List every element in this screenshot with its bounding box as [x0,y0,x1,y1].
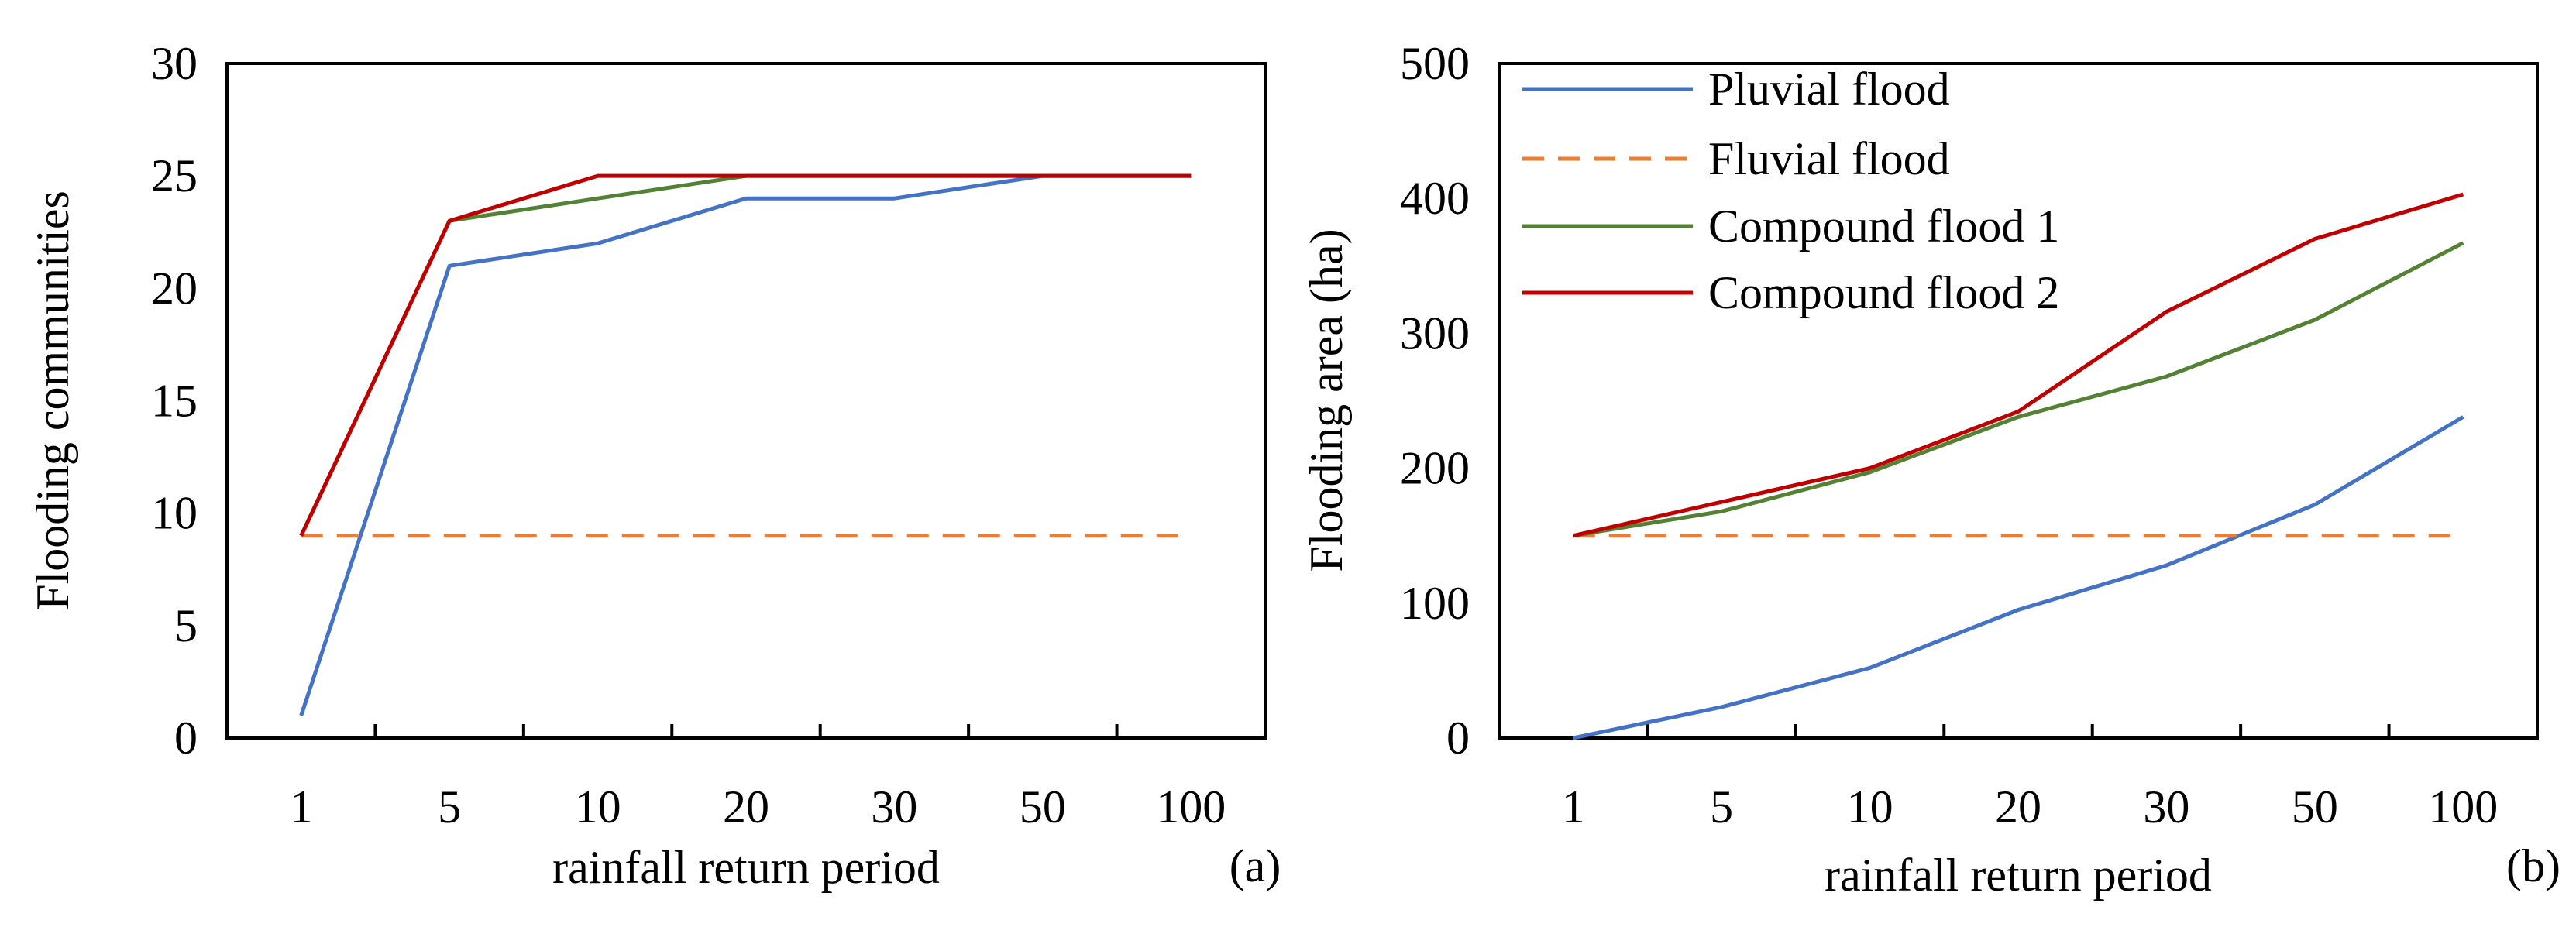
chart-b-xlabel: rainfall return period [1825,850,2212,901]
chart-a-xlabel: rainfall return period [552,842,940,893]
chart-a-ylabel: Flooding communities [27,191,78,610]
chart-b-xtick-label: 30 [2143,781,2189,833]
chart-b-ytick-label: 0 [1446,712,1470,764]
chart-a-ytick-label: 25 [151,150,198,201]
chart-a-xtick-label: 20 [723,781,769,833]
chart-b-series [1573,192,2464,740]
legend-label: Fluvial flood [1708,133,1950,184]
chart-b-ytick-label: 300 [1400,307,1470,359]
chart-b-x-ticks: 1 5 10 20 30 50 100 [1562,724,2498,833]
chart-a-plot-frame [225,62,1267,740]
chart-a-xtick-label: 1 [290,781,313,833]
chart-a-series-compound-flood-2 [299,173,1192,537]
chart-b-ytick-label: 500 [1400,38,1470,89]
legend-label: Compound flood 2 [1708,267,2059,318]
chart-a-ytick-label: 10 [151,488,198,539]
chart-a-xtick-label: 50 [1020,781,1066,833]
chart-b-xtick-label: 100 [2428,781,2498,833]
chart-b-xtick-label: 10 [1847,781,1893,833]
chart-b-xtick-label: 50 [2292,781,2338,833]
chart-a-series [299,173,1192,716]
chart-b-ytick-label: 100 [1400,578,1470,629]
chart-b-ytick-label: 400 [1400,173,1470,224]
legend-label: Compound flood 1 [1708,201,2059,252]
chart-b: 0 100 200 300 400 500 1 5 10 20 30 50 100 Flooding … [1301,38,2561,901]
chart-a-x-ticks: 1 5 10 20 30 50 100 [290,724,1226,833]
chart-b-y-ticks: 0 100 200 300 400 500 [1400,38,1470,764]
chart-a-xtick-label: 5 [438,781,461,833]
chart-b-xtick-label: 20 [1995,781,2041,833]
chart-a-ytick-label: 15 [151,376,198,427]
chart-b-ytick-label: 200 [1400,443,1470,494]
chart-b-panel-label: (b) [2506,840,2561,891]
chart-a-ytick-label: 20 [151,263,198,314]
chart-a-ytick-label: 0 [174,712,198,764]
chart-b-xtick-label: 1 [1562,781,1585,833]
chart-b-series-compound-flood-2 [1573,192,2464,538]
chart-a-xtick-label: 30 [871,781,917,833]
chart-a-series-compound-flood-1 [299,173,1192,537]
chart-b-series-compound-flood-1 [1573,241,2464,538]
chart-b-plot-frame [1498,62,2539,740]
chart-a-ytick-label: 30 [151,38,198,89]
chart-b-xtick-label: 5 [1710,781,1733,833]
chart-a-xtick-label: 100 [1156,781,1226,833]
chart-a-y-ticks: 0 5 10 15 20 25 30 [151,38,198,764]
chart-b-ylabel: Flooding area (ha) [1301,228,1352,572]
chart-a-panel-label: (a) [1230,840,1281,891]
chart-a-ytick-label: 5 [174,600,198,651]
legend-label: Pluvial flood [1708,64,1950,115]
chart-a-xtick-label: 10 [575,781,621,833]
chart-b-legend: Pluvial flood Fluvial flood Compound flood… [1522,64,2059,318]
chart-b-series-pluvial-flood [1573,415,2464,740]
